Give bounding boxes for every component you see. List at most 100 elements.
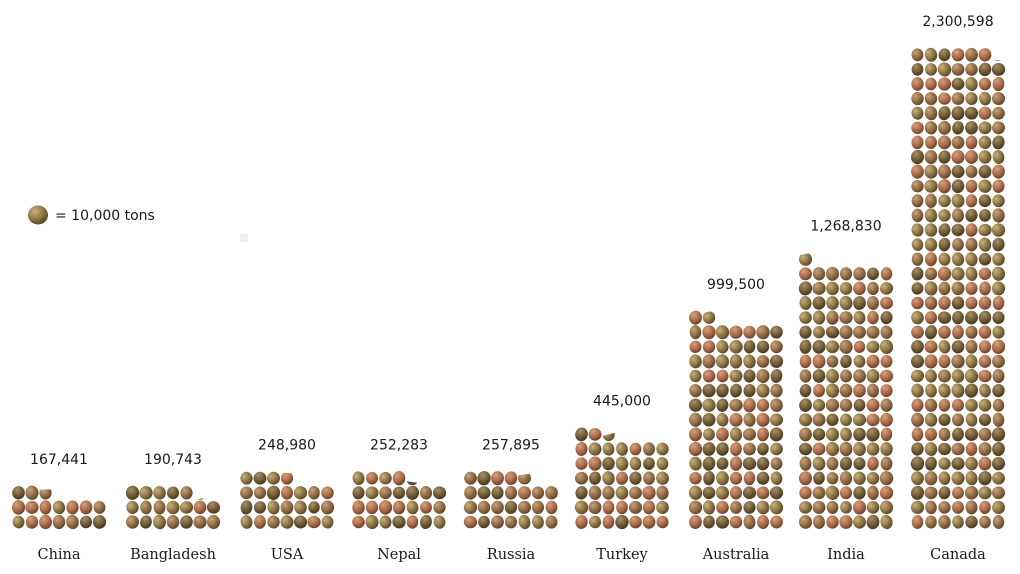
potato-icon-australia-87	[716, 340, 729, 354]
potato-icon-australia-29	[689, 456, 702, 471]
potato-icon-india-100	[812, 310, 826, 325]
potato-icon-australia-27	[756, 471, 770, 485]
potato-icon-canada-110	[965, 296, 978, 310]
potato-icon-canada-40	[965, 442, 978, 456]
potato-icon-turkey-14	[656, 500, 669, 514]
potato-icon-canada-192	[938, 120, 951, 135]
potato-icon-canada-115	[938, 281, 951, 296]
potato-icon-russia-12	[517, 500, 532, 514]
potato-icon-canada-105	[992, 311, 1005, 324]
potato-icon-australia-35	[770, 457, 783, 470]
potato-icon-canada-139	[978, 237, 992, 252]
potato-icon-usa-9	[253, 501, 267, 514]
potato-icon-canada-182	[992, 150, 1005, 164]
potato-icon-turkey-2	[588, 515, 602, 529]
potato-icon-canada-85	[911, 340, 924, 354]
potato-icon-canada-228	[951, 48, 965, 62]
potato-icon-australia-88	[729, 340, 743, 354]
value-label-bangladesh: 190,743	[144, 452, 202, 468]
potato-icon-russia-13	[531, 500, 545, 515]
potato-icon-canada-208	[965, 92, 978, 106]
potato-icon-canada-119	[991, 281, 1006, 296]
potato-icon-australia-44	[703, 428, 715, 441]
potato-icon-canada-42	[992, 441, 1005, 457]
potato-icon-canada-75	[964, 368, 979, 384]
potato-icon-australia-37	[702, 442, 716, 456]
potato-icon-canada-46	[952, 427, 964, 442]
potato-icon-turkey-25	[615, 471, 629, 485]
potato-icon-canada-48	[978, 427, 992, 442]
potato-icon-canada-14	[992, 500, 1005, 515]
potato-icon-canada-153	[979, 209, 991, 222]
potato-icon-india-27	[866, 471, 880, 485]
category-label-china: China	[37, 547, 80, 563]
potato-icon-china-14	[93, 500, 106, 514]
potato-icon-australia-55	[756, 412, 770, 427]
potato-icon-canada-3	[938, 515, 951, 529]
potato-icon-india-69	[867, 383, 879, 398]
potato-icon-canada-224	[991, 62, 1006, 76]
potato-icon-turkey-21	[656, 485, 669, 500]
potato-icon-india-41	[866, 442, 880, 456]
potato-icon-australia-93	[702, 325, 716, 340]
potato-icon-canada-167	[978, 179, 992, 193]
category-label-india: India	[827, 547, 865, 563]
potato-icon-canada-45	[938, 427, 951, 442]
potato-icon-canada-159	[965, 194, 978, 208]
potato-icon-canada-103	[965, 310, 978, 325]
potato-icon-australia-25	[729, 471, 743, 485]
potato-icon-india-123	[839, 267, 853, 281]
potato-icon-india-93	[812, 326, 826, 339]
potato-icon-canada-52	[938, 413, 951, 427]
potato-icon-canada-184	[925, 135, 937, 150]
potato-icon-india-80	[826, 355, 839, 368]
potato-icon-canada-88	[951, 340, 965, 354]
potato-icon-india-7	[880, 514, 893, 530]
potato-icon-canada-13	[979, 500, 991, 515]
potato-icon-canada-137	[952, 237, 964, 252]
potato-icon-india-25	[839, 471, 853, 486]
potato-icon-australia-90	[756, 340, 770, 354]
potato-icon-china-4	[52, 514, 66, 530]
potato-icon-india-39	[839, 441, 853, 457]
potato-icon-india-15	[799, 486, 812, 500]
potato-icon-india-71	[799, 369, 812, 383]
potato-icon-australia-95	[729, 325, 743, 339]
potato-icon-australia-52	[716, 413, 729, 427]
potato-icon-canada-34	[978, 456, 992, 471]
potato-icon-australia-26	[743, 471, 756, 486]
potato-icon-canada-152	[965, 208, 978, 223]
potato-icon-india-3	[826, 515, 839, 529]
potato-icon-nepal-10	[378, 500, 393, 515]
potato-icon-india-29	[799, 456, 812, 471]
potato-icon-india-51	[812, 413, 826, 427]
potato-icon-canada-176	[911, 149, 924, 165]
potato-icon-india-46	[840, 427, 852, 442]
potato-icon-india-70	[880, 384, 893, 398]
potato-icon-turkey-29	[575, 457, 588, 470]
value-label-nepal: 252,283	[370, 438, 428, 454]
potato-icon-usa-13	[308, 501, 320, 514]
potato-icon-canada-136	[938, 237, 951, 252]
potato-icon-india-13	[866, 501, 880, 514]
potato-icon-canada-229	[965, 47, 978, 62]
potato-icon-india-67	[839, 383, 853, 398]
potato-icon-nepal-16	[365, 486, 379, 500]
potato-icon-nepal-12	[406, 500, 419, 515]
potato-icon-india-20	[867, 485, 879, 500]
potato-icon-canada-172	[951, 165, 965, 179]
potato-icon-india-124	[853, 267, 866, 281]
potato-icon-bangladesh-8	[126, 500, 139, 514]
potato-icon-russia-19	[518, 486, 531, 500]
potato-icon-canada-180	[965, 150, 978, 164]
potato-icon-india-49	[880, 427, 893, 442]
potato-icon-canada-207	[951, 92, 965, 105]
potato-icon-turkey-1	[575, 515, 588, 529]
potato-icon-nepal-17	[379, 486, 392, 500]
potato-icon-russia-16	[477, 486, 491, 500]
potato-icon-australia-38	[716, 442, 729, 456]
potato-icon-canada-147	[991, 223, 1006, 237]
potato-icon-canada-127	[911, 252, 924, 266]
potato-icon-canada-151	[952, 208, 964, 223]
potato-icon-canada-140	[992, 237, 1005, 252]
